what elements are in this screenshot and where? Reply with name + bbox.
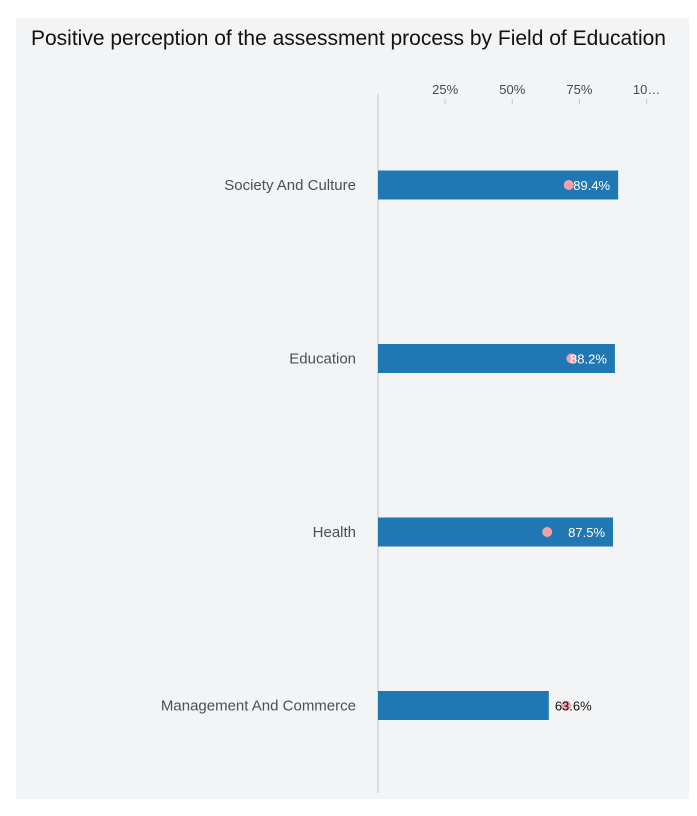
value-label: 89.4%: [573, 178, 610, 193]
category-label: Society And Culture: [224, 177, 356, 194]
marker-point: [542, 527, 553, 537]
x-axis-ticks: 25% 50% 75% 10…: [432, 82, 660, 104]
markers: [542, 180, 577, 711]
value-label: 87.5%: [568, 525, 605, 540]
category-label: Management And Commerce: [161, 698, 356, 715]
chart-panel: [16, 18, 689, 799]
chart-title: Positive perception of the assessment pr…: [30, 27, 666, 50]
category-label: Health: [313, 524, 356, 541]
value-label: 63.6%: [555, 699, 592, 714]
bar: [378, 691, 549, 720]
category-label: Education: [289, 351, 356, 368]
value-label: 88.2%: [570, 352, 607, 367]
x-tick-label: 50%: [499, 82, 525, 97]
marker-point: [566, 353, 577, 364]
x-tick-label: 75%: [566, 82, 592, 97]
bar: [378, 170, 619, 200]
bars: [378, 170, 619, 720]
value-labels: 89.4% 88.2% 87.5% 63.6%: [555, 178, 611, 714]
marker-point: [563, 180, 574, 190]
marker-point: [561, 700, 572, 711]
bar: [378, 517, 614, 547]
category-labels: Society And Culture Education Health Manage…: [161, 177, 356, 715]
x-tick-label: 25%: [432, 82, 458, 97]
x-tick-label: 10…: [633, 82, 660, 97]
